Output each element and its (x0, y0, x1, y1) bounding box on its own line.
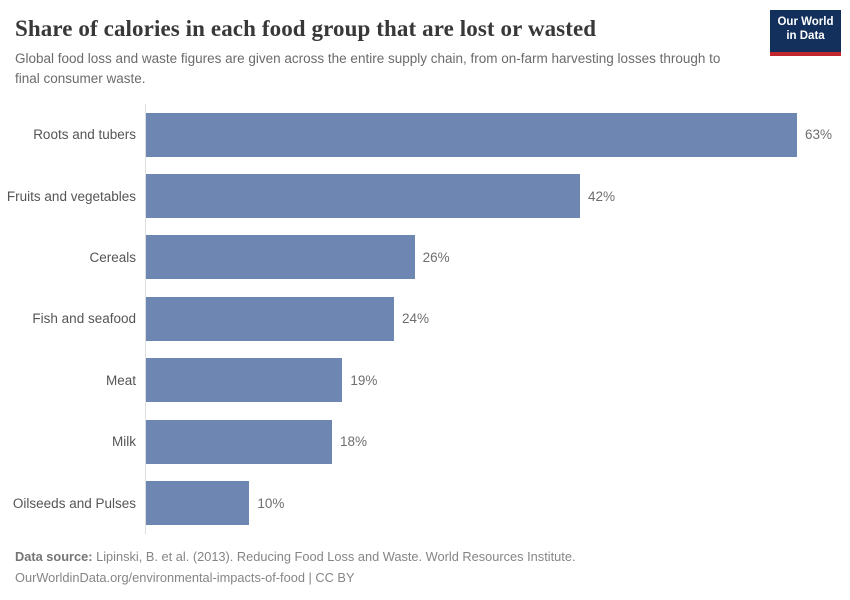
value-label: 18% (340, 434, 368, 450)
bar-row: Meat 19% (0, 350, 850, 411)
owid-logo-line2: in Data (786, 30, 825, 42)
bar-milk[interactable] (146, 419, 332, 464)
category-label: Meat (105, 372, 136, 388)
chart-subtitle: Global food loss and waste figures are g… (15, 51, 721, 86)
bar-chart: Roots and tubers 63% Fruits and vegetabl… (0, 104, 850, 534)
value-label: 10% (257, 495, 285, 511)
bar-row: Milk 18% (0, 411, 850, 472)
page-title: Share of calories in each food group tha… (15, 16, 597, 41)
bar-row: Fish and seafood 24% (0, 288, 850, 349)
bar-row: Roots and tubers 63% (0, 104, 850, 165)
owid-logo-line1: Our World (777, 16, 834, 28)
bar-roots-and-tubers[interactable] (146, 112, 797, 157)
bar-fruits-and-vegetables[interactable] (146, 174, 580, 219)
data-source-line: Data source: Lipinski, B. et al. (2013).… (15, 546, 835, 567)
bar-meat[interactable] (146, 358, 343, 403)
data-source-label: Data source: (15, 549, 93, 564)
bar-row: Fruits and vegetables 42% (0, 165, 850, 226)
owid-logo-accent-bar (770, 52, 841, 56)
value-label: 24% (402, 311, 430, 327)
value-label: 26% (422, 249, 450, 265)
category-label: Fruits and vegetables (6, 188, 136, 204)
owid-logo: Our World in Data (770, 10, 841, 56)
category-label: Fish and seafood (32, 311, 136, 327)
bar-oilseeds-and-pulses[interactable] (146, 481, 250, 526)
category-label: Oilseeds and Pulses (12, 495, 136, 511)
value-label: 19% (350, 372, 378, 388)
category-label: Milk (112, 434, 136, 450)
bar-fish-and-seafood[interactable] (146, 296, 394, 341)
value-label: 63% (805, 127, 833, 143)
chart-footer: Data source: Lipinski, B. et al. (2013).… (15, 546, 835, 588)
license-line: OurWorldinData.org/environmental-impacts… (15, 570, 355, 585)
category-label: Cereals (89, 249, 136, 265)
value-label: 42% (588, 188, 616, 204)
chart-header: Share of calories in each food group tha… (0, 0, 850, 88)
data-source-text: Lipinski, B. et al. (2013). Reducing Foo… (92, 549, 576, 564)
y-axis-line (145, 104, 146, 534)
category-label: Roots and tubers (33, 127, 136, 143)
bar-row: Cereals 26% (0, 227, 850, 288)
bar-cereals[interactable] (146, 235, 415, 280)
bar-row: Oilseeds and Pulses 10% (0, 472, 850, 533)
